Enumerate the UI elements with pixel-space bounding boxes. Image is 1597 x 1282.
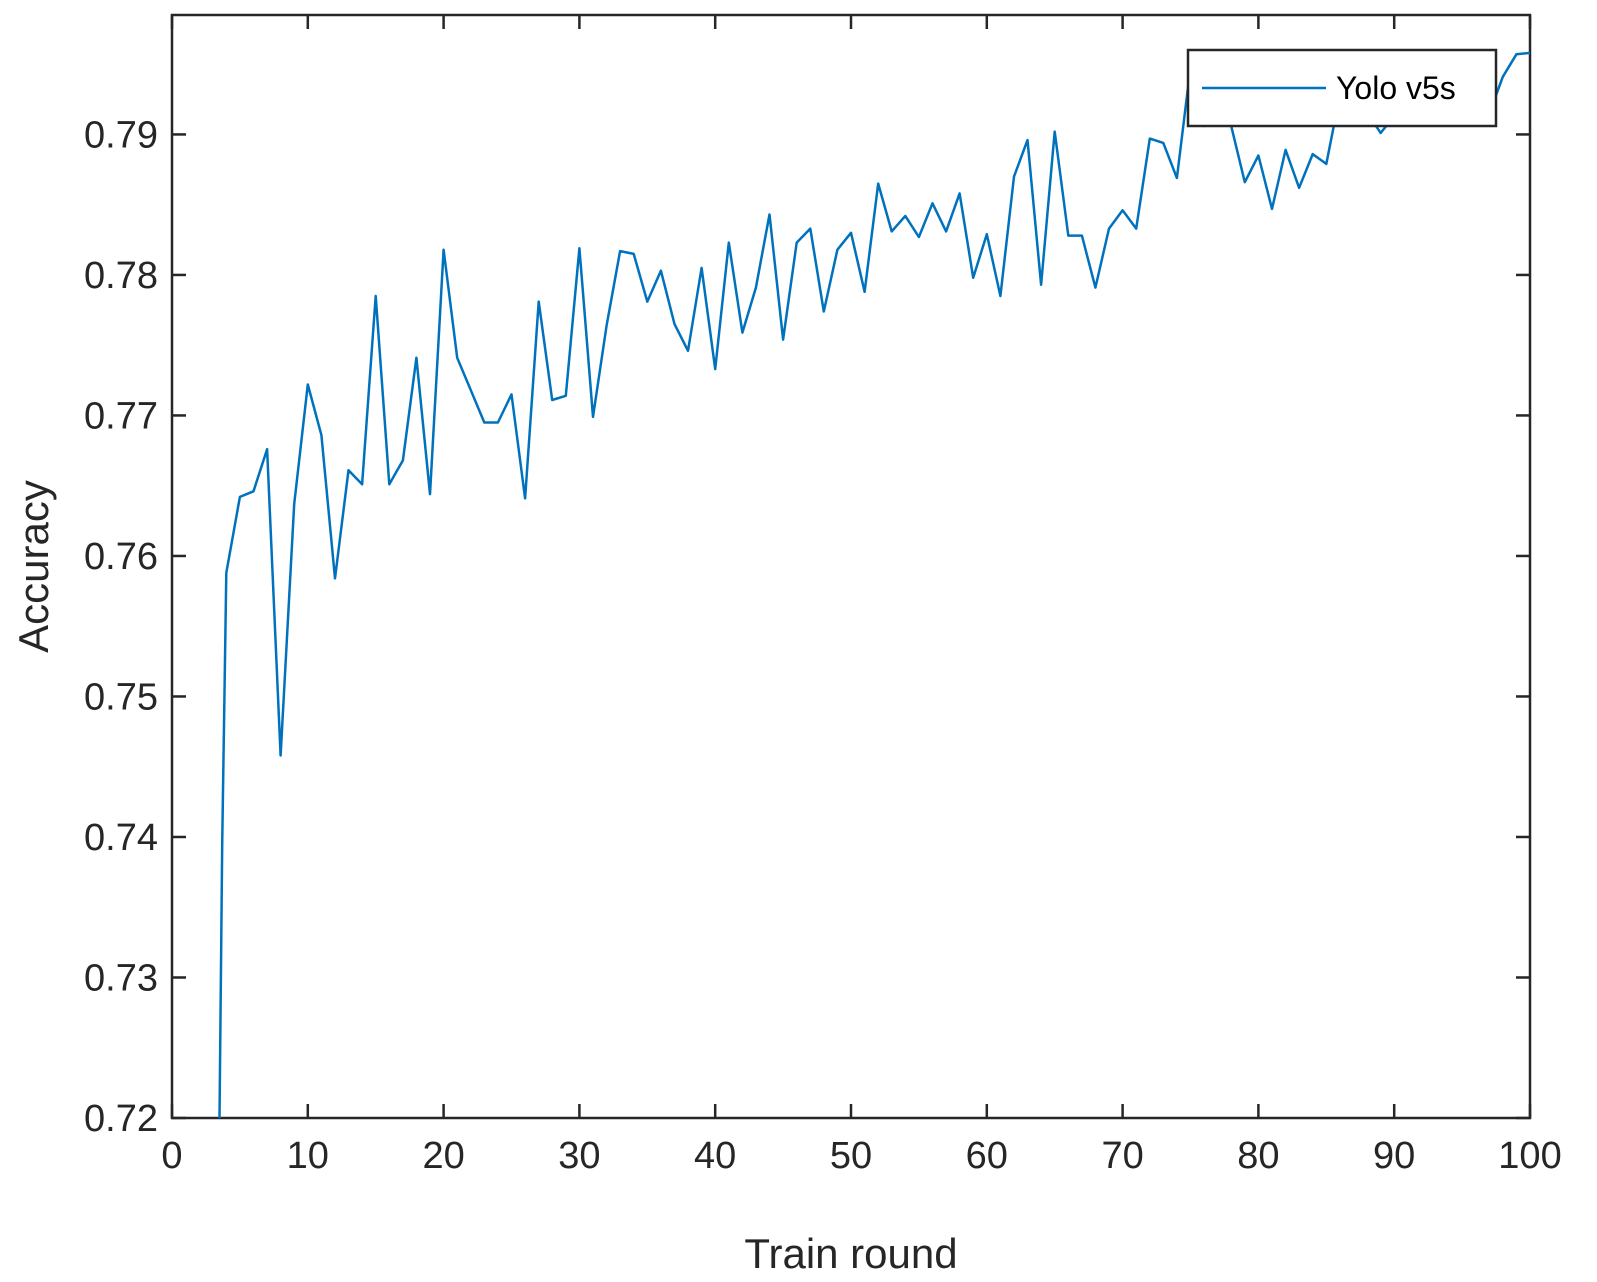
y-tick-label: 0.75 bbox=[84, 676, 158, 718]
y-tick-label: 0.72 bbox=[84, 1098, 158, 1140]
y-tick-label: 0.76 bbox=[84, 536, 158, 578]
x-axis-label: Train round bbox=[744, 1230, 957, 1277]
x-axis: 0 10 20 30 40 50 60 70 80 90 100 bbox=[161, 15, 1562, 1177]
x-tick-label: 10 bbox=[287, 1135, 329, 1177]
y-tick-label: 0.77 bbox=[84, 395, 158, 437]
y-tick-label: 0.73 bbox=[84, 957, 158, 999]
series-line-yolo-v5s bbox=[218, 51, 1531, 1119]
x-tick-label: 80 bbox=[1237, 1135, 1279, 1177]
x-tick-label: 60 bbox=[966, 1135, 1008, 1177]
x-tick-label: 70 bbox=[1101, 1135, 1143, 1177]
y-axis-label: Accuracy bbox=[10, 480, 57, 653]
legend: Yolo v5s bbox=[1186, 48, 1498, 128]
x-tick-label: 100 bbox=[1498, 1135, 1561, 1177]
x-tick-label: 50 bbox=[830, 1135, 872, 1177]
plot-area bbox=[170, 13, 1532, 1120]
series-layer bbox=[218, 51, 1531, 1119]
y-axis: 0.72 0.73 0.74 0.75 0.76 0.77 0.78 0.79 bbox=[84, 114, 1530, 1140]
x-tick-label: 30 bbox=[558, 1135, 600, 1177]
x-tick-label: 40 bbox=[694, 1135, 736, 1177]
y-tick-label: 0.74 bbox=[84, 817, 158, 859]
x-tick-label: 20 bbox=[422, 1135, 464, 1177]
x-tick-label: 90 bbox=[1373, 1135, 1415, 1177]
y-tick-label: 0.78 bbox=[84, 255, 158, 297]
x-tick-label: 0 bbox=[161, 1135, 182, 1177]
legend-label-yolo-v5s: Yolo v5s bbox=[1336, 70, 1456, 106]
y-tick-label: 0.79 bbox=[84, 114, 158, 156]
